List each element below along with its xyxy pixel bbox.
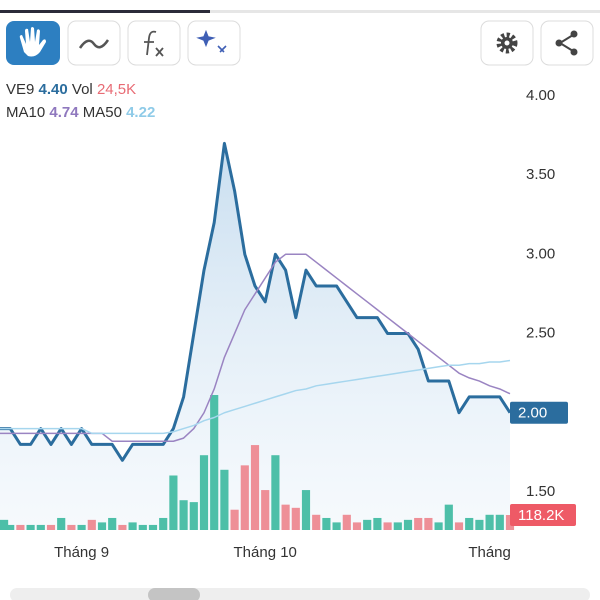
toolbar bbox=[6, 20, 594, 66]
volume-bar bbox=[485, 514, 494, 530]
volume-bar bbox=[179, 500, 188, 530]
volume-bar bbox=[261, 490, 270, 530]
volume-bar bbox=[373, 517, 382, 530]
volume-bar bbox=[57, 517, 66, 530]
volume-bar bbox=[230, 509, 239, 530]
volume-bar bbox=[250, 445, 260, 530]
volume-bar bbox=[240, 465, 249, 530]
volume-bar bbox=[128, 522, 137, 530]
legend-line-2: MA10 4.74 MA50 4.22 bbox=[6, 104, 155, 121]
legend-line-1: VE9 4.40 Vol 24,5K bbox=[6, 81, 136, 98]
legend-value: 4.40 bbox=[39, 81, 68, 98]
y-tick-label: 4.00 bbox=[526, 87, 555, 104]
volume-bar bbox=[26, 524, 35, 530]
plot: 4.00 3.50 3.00 2.50 2.00 1.50 Tháng 9 Tháng 10 T… bbox=[0, 87, 576, 561]
ma-line bbox=[0, 359, 511, 435]
line-icon bbox=[78, 39, 110, 49]
x-tick-label: Tháng 10 bbox=[234, 544, 297, 561]
volume-bar bbox=[97, 522, 107, 530]
magic-icon bbox=[196, 29, 227, 53]
price-area bbox=[0, 143, 510, 530]
legend-value: 4.74 bbox=[49, 104, 79, 121]
share-dot bbox=[570, 30, 578, 38]
volume-bar bbox=[118, 524, 127, 530]
volume-bar bbox=[454, 522, 464, 530]
volume-bar bbox=[403, 519, 413, 530]
volume-bar bbox=[281, 504, 290, 530]
hand-icon bbox=[19, 27, 46, 57]
formula-button[interactable] bbox=[127, 20, 181, 66]
volume-bar bbox=[291, 507, 300, 530]
x-tick-label: Tháng bbox=[468, 544, 511, 561]
y-tick-label: 3.00 bbox=[526, 245, 555, 262]
magic-button[interactable] bbox=[187, 20, 241, 66]
volume-bar bbox=[434, 522, 443, 530]
volume-bar bbox=[271, 455, 280, 530]
volume-bar bbox=[332, 522, 341, 530]
volume-bar bbox=[322, 517, 331, 530]
top-divider bbox=[0, 10, 600, 13]
x-tick-label: Tháng 9 bbox=[54, 544, 109, 561]
share-dot bbox=[555, 39, 563, 47]
ma-line bbox=[0, 253, 511, 443]
volume-bar bbox=[148, 524, 158, 530]
legend-name: MA50 bbox=[83, 104, 122, 121]
legend-value: 24,5K bbox=[97, 81, 136, 98]
y-tick-label: 3.50 bbox=[526, 166, 555, 183]
settings-icon bbox=[496, 32, 518, 54]
volume-bar bbox=[495, 514, 504, 530]
volume-bar bbox=[444, 504, 453, 530]
legend-name: VE9 bbox=[6, 81, 34, 98]
scroll-track bbox=[10, 588, 590, 600]
volume-bar bbox=[0, 519, 9, 530]
volume-bar bbox=[138, 524, 147, 530]
volume-bar bbox=[424, 517, 433, 530]
volume-bar bbox=[87, 519, 96, 530]
formula-icon bbox=[144, 30, 164, 57]
volume-bar bbox=[301, 490, 311, 530]
share-dot bbox=[570, 48, 578, 56]
marker-box bbox=[510, 401, 568, 424]
volume-bar bbox=[342, 514, 351, 530]
scroll-thumb[interactable] bbox=[148, 588, 200, 600]
volume-bar bbox=[352, 522, 362, 530]
volume-bar bbox=[393, 522, 402, 530]
volume-bar bbox=[414, 517, 423, 530]
legend-name: Vol bbox=[72, 81, 93, 98]
volume-bar bbox=[159, 517, 168, 530]
volume-bar bbox=[77, 524, 86, 530]
volume-bar bbox=[475, 519, 484, 530]
settings-icon-hole bbox=[504, 40, 510, 46]
marker-box bbox=[510, 504, 576, 527]
volume-bar bbox=[16, 524, 25, 530]
volume-bar bbox=[6, 524, 15, 530]
volume-bar bbox=[363, 519, 372, 530]
marker-label: 118.2K bbox=[518, 507, 564, 524]
share-button[interactable] bbox=[540, 20, 594, 66]
legend-value: 4.22 bbox=[126, 104, 155, 121]
volume-bar bbox=[169, 475, 178, 530]
volume-bar bbox=[67, 524, 76, 530]
volume-bar bbox=[465, 517, 474, 530]
y-tick-label: 2.50 bbox=[526, 324, 555, 341]
volume-bar bbox=[199, 455, 209, 530]
legend-name: MA10 bbox=[6, 104, 45, 121]
volume-bar bbox=[383, 522, 392, 530]
marker-label: 2.00 bbox=[518, 405, 547, 422]
volume-bar bbox=[189, 502, 198, 530]
volume-bar bbox=[210, 395, 219, 530]
y-tick-label: 1.50 bbox=[526, 483, 555, 500]
volume-bar bbox=[46, 524, 56, 530]
volume-bar bbox=[108, 517, 117, 530]
volume-bar bbox=[312, 514, 321, 530]
progress bbox=[0, 10, 210, 13]
volume-bar bbox=[36, 524, 45, 530]
volume-bar bbox=[220, 469, 229, 530]
